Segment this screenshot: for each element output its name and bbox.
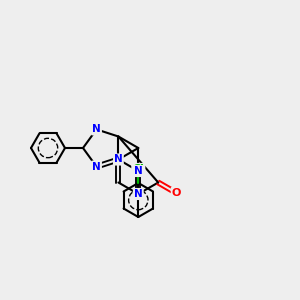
Text: N: N [134,189,143,199]
Text: N: N [92,124,101,134]
Text: N: N [114,154,123,164]
Text: N: N [134,166,143,176]
Text: Cl: Cl [132,164,144,174]
Text: O: O [172,188,181,198]
Text: N: N [92,162,101,172]
